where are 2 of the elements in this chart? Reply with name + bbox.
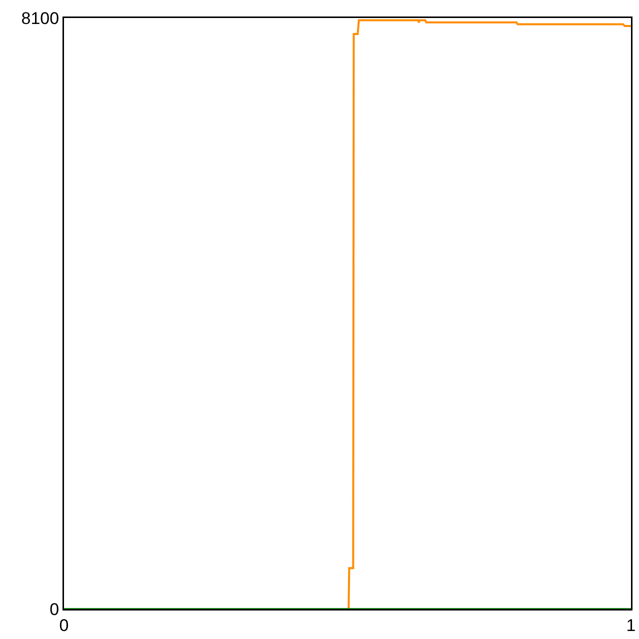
y-tick-label: 8100 (21, 8, 60, 28)
x-tick-label: 1 (626, 616, 636, 635)
